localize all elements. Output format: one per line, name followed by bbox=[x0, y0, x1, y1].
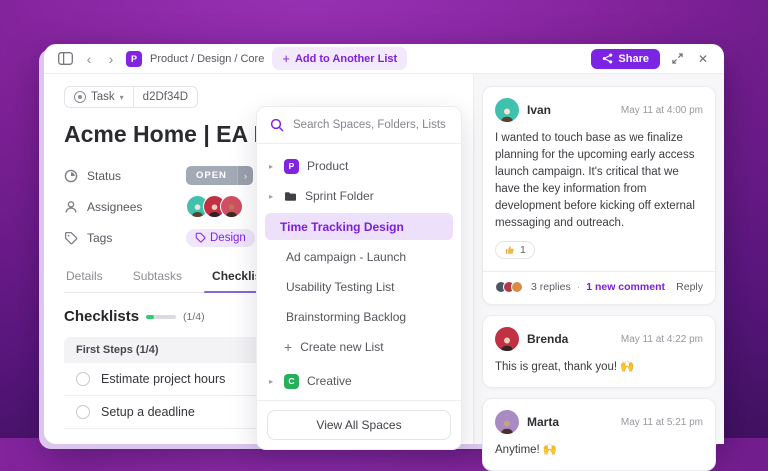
assignee-icon bbox=[64, 200, 78, 214]
create-new-list-label: Create new List bbox=[300, 340, 384, 354]
task-id[interactable]: d2Df34D bbox=[132, 87, 197, 107]
assignees-label: Assignees bbox=[87, 199, 143, 214]
modal-header: ‹ › P Product / Design / Core + Add to A… bbox=[44, 44, 724, 74]
sidebar-toggle-icon[interactable] bbox=[56, 50, 74, 68]
assignees-row: Assignees bbox=[64, 191, 473, 222]
caret-icon: ▸ bbox=[269, 376, 274, 386]
folder-icon bbox=[284, 190, 297, 203]
task-type-icon bbox=[74, 91, 86, 103]
task-modal: ‹ › P Product / Design / Core + Add to A… bbox=[44, 44, 724, 471]
status-icon bbox=[64, 169, 78, 183]
checklist-item-label: Estimate project hours bbox=[101, 372, 226, 386]
comments-panel: Ivan May 11 at 4:00 pm I wanted to touch… bbox=[473, 74, 724, 471]
checklist-progress-count: (1/4) bbox=[183, 310, 205, 323]
avatar bbox=[495, 327, 519, 352]
status-value: OPEN bbox=[186, 166, 237, 185]
checkbox-circle[interactable] bbox=[76, 372, 90, 386]
task-detail-pane: Task ▾ d2Df34D Acme Home | EA La Status … bbox=[44, 74, 473, 450]
tag-label: Design bbox=[210, 231, 246, 244]
comment-card: Brenda May 11 at 4:22 pm This is great, … bbox=[482, 315, 716, 389]
comment-timestamp: May 11 at 4:00 pm bbox=[620, 104, 703, 116]
status-badge[interactable]: OPEN › bbox=[186, 166, 253, 185]
add-to-list-dropdown: ▸ P Product ▸ Sprint Folder Time Trackin… bbox=[256, 106, 462, 450]
checklists-heading: Checklists bbox=[64, 308, 140, 325]
comment-text: Anytime! 🙌 bbox=[495, 444, 558, 457]
reply-button[interactable]: Reply bbox=[676, 281, 703, 294]
back-icon[interactable]: ‹ bbox=[86, 50, 92, 67]
replies-row: 3 replies · 1 new comment Reply bbox=[495, 272, 703, 294]
thumbs-up-icon bbox=[505, 246, 514, 254]
status-label: Status bbox=[87, 168, 122, 183]
tab-checklist[interactable]: Checklist bbox=[204, 263, 274, 293]
plus-icon: + bbox=[284, 339, 293, 355]
comment-timestamp: May 11 at 4:22 pm bbox=[620, 333, 703, 345]
search-input[interactable] bbox=[293, 119, 448, 131]
space-item-product[interactable]: ▸ P Product bbox=[257, 151, 461, 181]
folder-label: Sprint Folder bbox=[305, 189, 374, 203]
comment-author: Brenda bbox=[527, 332, 569, 347]
list-item[interactable]: Usability Testing List bbox=[286, 280, 395, 294]
space-label: Product bbox=[307, 159, 349, 173]
list-item[interactable]: Ad campaign - Launch bbox=[286, 250, 407, 264]
breadcrumb[interactable]: Product / Design / Core bbox=[150, 52, 265, 65]
checkbox-circle[interactable] bbox=[76, 405, 90, 419]
reaction-count: 1 bbox=[520, 244, 526, 257]
folder-item-sprint[interactable]: ▸ Sprint Folder bbox=[257, 181, 461, 211]
comment-timestamp: May 11 at 5:21 pm bbox=[620, 416, 703, 428]
plus-icon: + bbox=[282, 51, 290, 66]
avatar bbox=[495, 98, 519, 122]
search-icon bbox=[270, 118, 284, 132]
reply-avatars bbox=[495, 281, 523, 294]
forward-icon[interactable]: › bbox=[108, 50, 114, 67]
space-label: Creative bbox=[307, 374, 352, 388]
space-badge-product: P bbox=[284, 158, 299, 174]
chevron-down-icon: ▾ bbox=[119, 92, 124, 102]
assignee-avatars[interactable] bbox=[186, 195, 243, 218]
share-button[interactable]: Share bbox=[591, 48, 660, 69]
comment-card: Ivan May 11 at 4:00 pm I wanted to touch… bbox=[482, 86, 716, 306]
dot-separator: · bbox=[576, 281, 581, 294]
tab-details[interactable]: Details bbox=[66, 269, 103, 283]
expand-icon[interactable] bbox=[668, 50, 686, 68]
checklist-progress-bar bbox=[146, 314, 177, 319]
comment-text: This is great, thank you! 🙌 bbox=[495, 361, 635, 374]
tag-icon bbox=[64, 231, 78, 245]
caret-icon: ▸ bbox=[269, 191, 274, 201]
avatar bbox=[511, 281, 523, 294]
share-icon bbox=[603, 53, 613, 64]
tag-icon bbox=[195, 232, 206, 243]
task-type-selector[interactable]: Task ▾ d2Df34D bbox=[64, 86, 199, 108]
status-next-icon: › bbox=[236, 166, 253, 185]
caret-icon: ▸ bbox=[269, 161, 274, 171]
comment-author: Ivan bbox=[527, 103, 552, 117]
comment-text: I wanted to touch base as we finalize pl… bbox=[495, 132, 695, 230]
comment-card: Marta May 11 at 5:21 pm Anytime! 🙌 bbox=[482, 398, 716, 471]
list-item[interactable]: Brainstorming Backlog bbox=[286, 310, 407, 324]
dropdown-search bbox=[257, 107, 461, 144]
create-new-list-button[interactable]: + Create new List bbox=[257, 332, 461, 362]
space-badge-creative: C bbox=[284, 373, 299, 389]
task-type-label: Task bbox=[91, 91, 115, 103]
replies-count[interactable]: 3 replies bbox=[531, 281, 571, 294]
list-item-selected[interactable]: Time Tracking Design bbox=[265, 213, 453, 240]
avatar bbox=[220, 195, 243, 218]
add-to-another-list-button[interactable]: + Add to Another List bbox=[272, 47, 408, 70]
comment-author: Marta bbox=[527, 415, 560, 430]
add-to-another-list-label: Add to Another List bbox=[294, 52, 398, 65]
avatar bbox=[495, 410, 519, 435]
share-label: Share bbox=[618, 52, 649, 65]
space-badge: P bbox=[126, 50, 142, 67]
tag-design[interactable]: Design bbox=[186, 228, 255, 247]
tags-label: Tags bbox=[87, 230, 113, 245]
tab-subtasks[interactable]: Subtasks bbox=[132, 269, 183, 283]
view-all-spaces-button[interactable]: View All Spaces bbox=[267, 410, 451, 440]
task-title[interactable]: Acme Home | EA La bbox=[64, 121, 281, 147]
new-comment-link[interactable]: 1 new comment bbox=[586, 281, 665, 294]
checklist-item-label: Setup a deadline bbox=[101, 405, 195, 419]
space-item-creative[interactable]: ▸ C Creative bbox=[257, 366, 461, 396]
close-icon[interactable]: ✕ bbox=[697, 51, 709, 66]
reaction-pill[interactable]: 1 bbox=[495, 241, 535, 260]
